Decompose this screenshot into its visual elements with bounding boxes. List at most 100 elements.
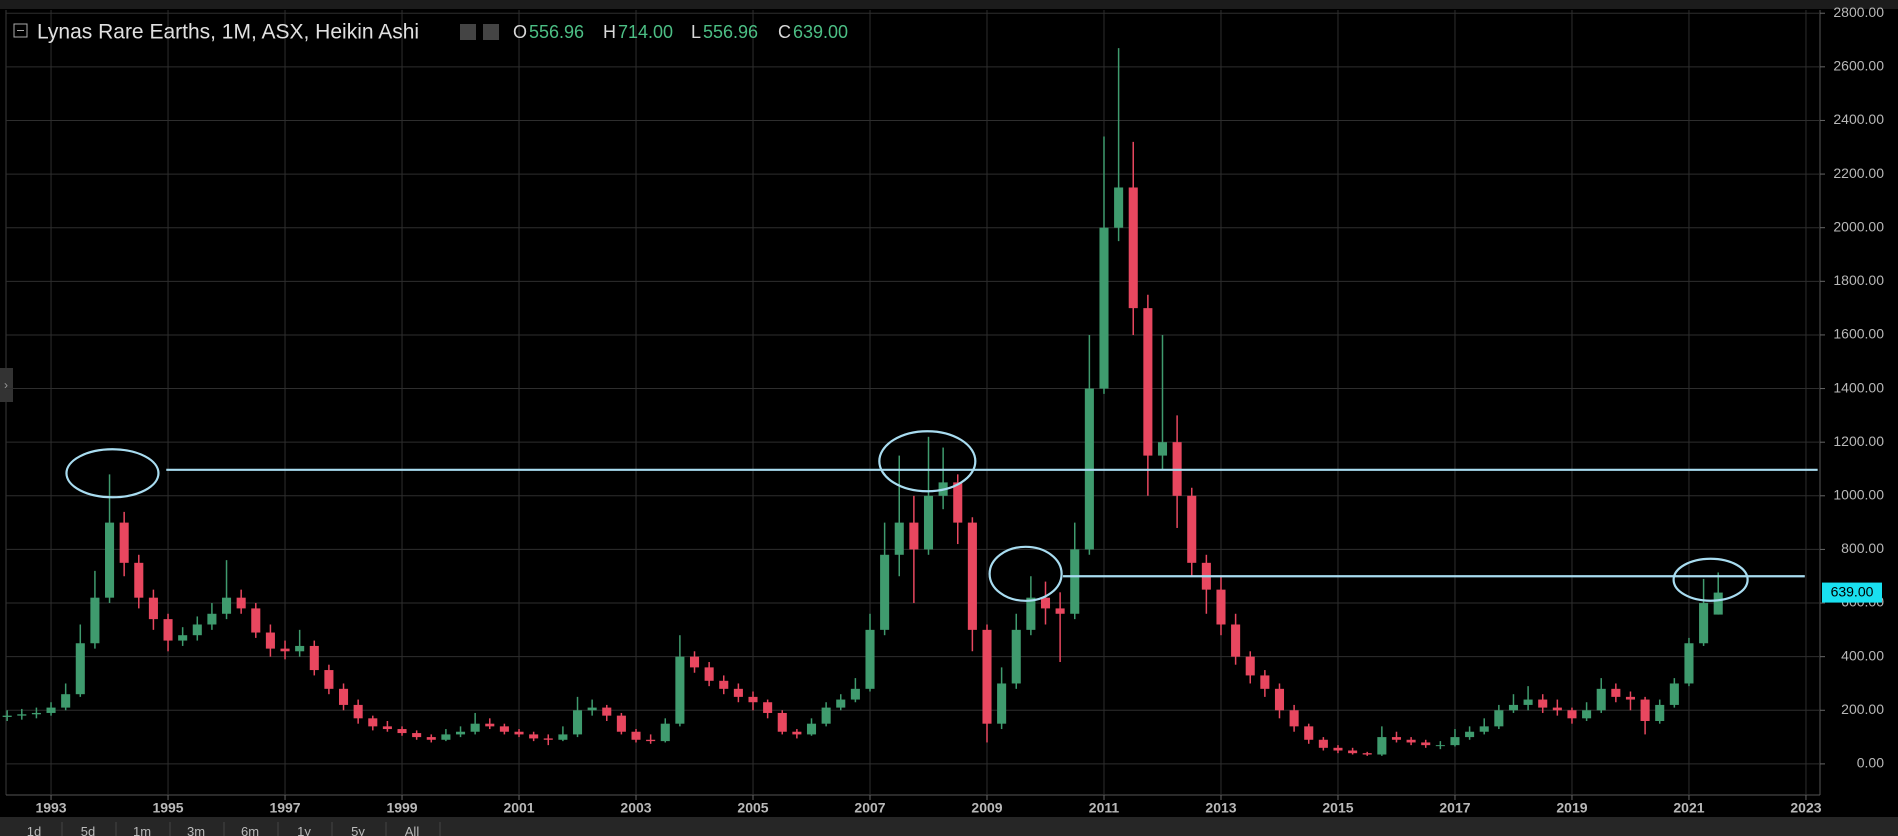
candle-body — [1523, 699, 1533, 705]
candle-body — [1655, 704, 1665, 722]
highlight-ellipse — [1672, 557, 1749, 602]
candle-body — [1567, 710, 1577, 719]
range-button[interactable]: All — [405, 824, 420, 836]
candle-body — [207, 613, 217, 625]
candle-body — [1143, 308, 1153, 456]
candle-body — [119, 522, 129, 563]
candle-body — [1333, 747, 1343, 751]
readout-key: H — [603, 22, 616, 42]
highlight-ellipse — [65, 448, 160, 499]
collapse-button[interactable] — [13, 23, 28, 38]
candle-body — [382, 726, 392, 730]
range-button[interactable]: 6m — [241, 824, 259, 836]
candle-body — [17, 714, 27, 716]
candle-body — [865, 629, 875, 689]
candle-body — [997, 683, 1007, 724]
x-tick-label: 2019 — [1556, 800, 1587, 816]
candle-body — [280, 648, 290, 652]
candle-body — [836, 699, 846, 708]
candle-body — [163, 619, 173, 641]
readout-key: O — [513, 22, 527, 42]
candle-body — [514, 731, 524, 735]
candle-body — [1055, 608, 1065, 614]
range-button[interactable]: 1m — [133, 824, 151, 836]
candle-body — [61, 694, 71, 708]
candle-body — [178, 635, 188, 641]
highlight-ellipse — [988, 545, 1063, 602]
candle-body — [1216, 589, 1226, 625]
candle-body — [1274, 688, 1285, 711]
y-tick-label: 1600.00 — [1833, 326, 1884, 342]
candle-body — [251, 608, 261, 633]
y-tick-label: 800.00 — [1841, 540, 1884, 556]
candle-body — [850, 688, 860, 700]
candle-body — [105, 522, 115, 598]
candle-body — [967, 522, 977, 630]
readout-key: C — [778, 22, 791, 42]
range-button[interactable]: 3m — [187, 824, 205, 836]
candle-body — [733, 688, 743, 697]
candle-body — [1245, 656, 1255, 676]
candle-body — [1362, 753, 1372, 755]
candle-body — [675, 656, 685, 724]
highlight-ellipse — [878, 430, 977, 493]
candle-body — [529, 734, 539, 739]
candle-body — [587, 707, 597, 711]
y-tick-label: 2600.00 — [1833, 58, 1884, 74]
x-tick-label: 2015 — [1322, 800, 1353, 816]
y-tick-label: 0.00 — [1857, 755, 1884, 771]
x-tick-label: 2011 — [1089, 800, 1120, 816]
candle-body — [660, 723, 670, 742]
side-panel-toggle[interactable] — [0, 368, 13, 402]
readout-value: 639.00 — [793, 22, 848, 42]
candle-body — [265, 632, 275, 649]
top-bar — [0, 0, 1898, 9]
x-tick-label: 2023 — [1790, 800, 1821, 816]
x-tick-label: 2001 — [503, 800, 534, 816]
candle-body — [646, 739, 656, 742]
candle-body — [880, 554, 890, 630]
candle-body — [1070, 549, 1080, 614]
y-tick-label: 2800.00 — [1833, 4, 1884, 20]
visibility-button[interactable] — [460, 24, 476, 40]
candle-body — [412, 733, 422, 738]
range-button[interactable]: 5y — [351, 824, 365, 836]
x-tick-label: 1999 — [386, 800, 417, 816]
candle-body — [558, 734, 568, 740]
candle-body — [485, 723, 495, 727]
readout-value: 556.96 — [529, 22, 584, 42]
candle-body — [616, 715, 626, 732]
candle-body — [324, 670, 334, 689]
candle-body — [134, 562, 144, 598]
candle-body — [90, 597, 100, 644]
range-button[interactable]: 1d — [27, 824, 41, 836]
range-button[interactable]: 5d — [81, 824, 95, 836]
candle-body — [1596, 688, 1606, 711]
candle-body — [792, 731, 802, 735]
settings-button[interactable] — [483, 24, 499, 40]
candle-body — [1040, 597, 1051, 609]
candle-body — [1114, 187, 1124, 228]
candle-body — [1465, 731, 1475, 738]
candle-body — [923, 495, 934, 550]
x-tick-label: 1997 — [269, 800, 300, 816]
candle-body — [572, 710, 583, 735]
candle-body — [1348, 750, 1358, 754]
candle-body — [1538, 699, 1548, 708]
candle-body — [777, 712, 787, 732]
range-button[interactable]: 1y — [297, 824, 311, 836]
candle-body — [909, 522, 919, 550]
candle-body — [455, 731, 466, 735]
candle-body — [1582, 710, 1592, 719]
candle-body — [499, 726, 509, 732]
candle-body — [148, 597, 158, 620]
candle-body — [631, 731, 641, 740]
candle-body — [1026, 597, 1036, 630]
candle-body — [1406, 739, 1416, 743]
x-tick-label: 2007 — [854, 800, 885, 816]
candle-body — [1187, 495, 1197, 563]
candle-body — [1611, 688, 1621, 697]
candle-body — [719, 680, 729, 689]
